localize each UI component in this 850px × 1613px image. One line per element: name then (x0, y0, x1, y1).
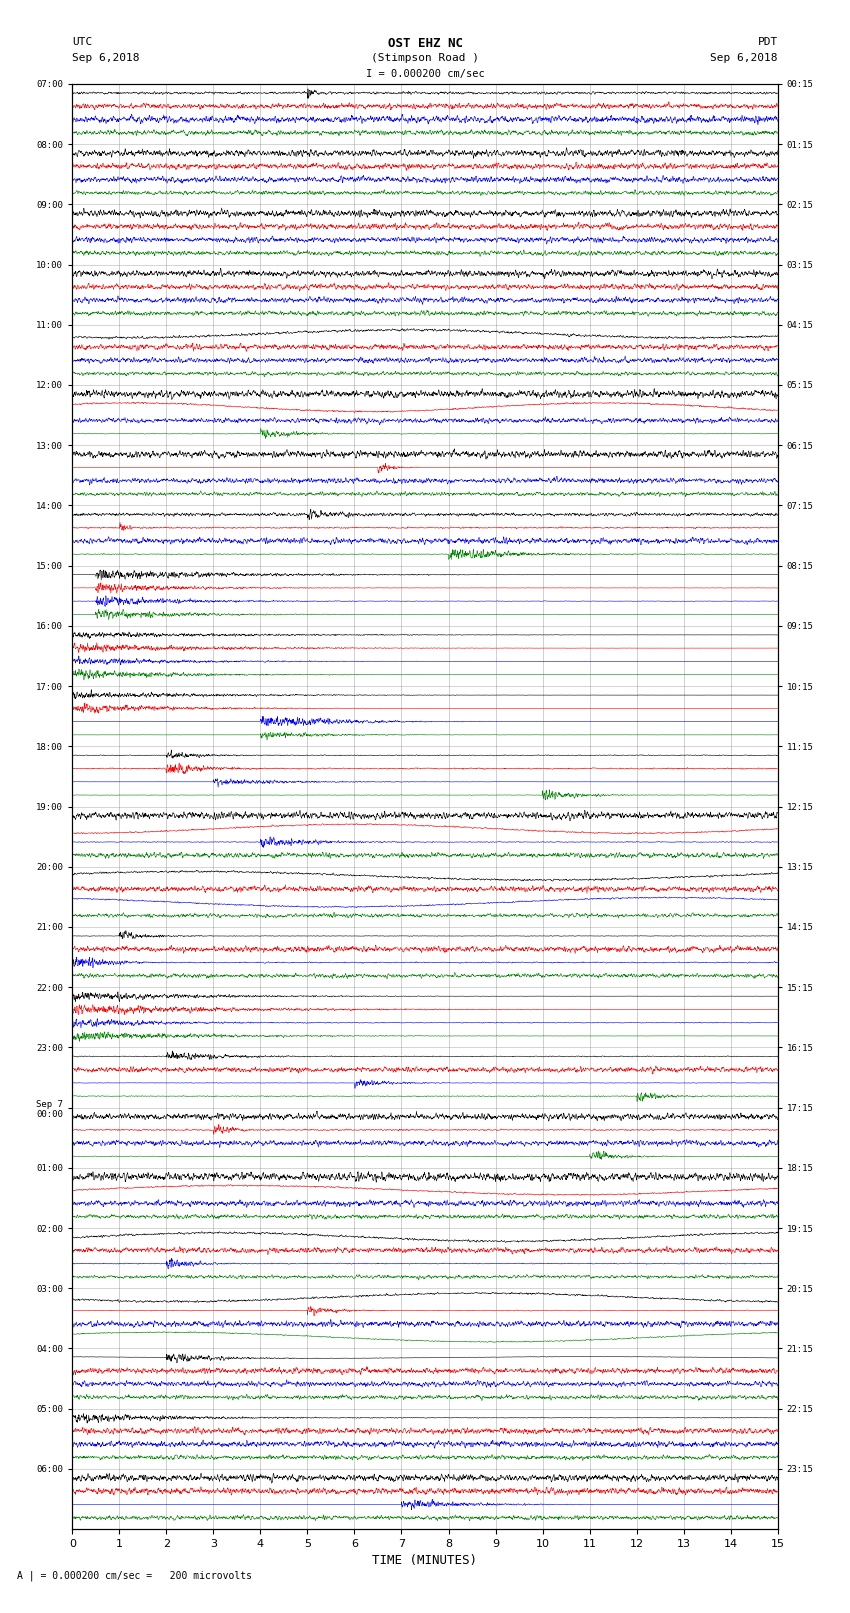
Text: Sep 6,2018: Sep 6,2018 (711, 53, 778, 63)
Text: OST EHZ NC: OST EHZ NC (388, 37, 462, 50)
Text: A | = 0.000200 cm/sec =   200 microvolts: A | = 0.000200 cm/sec = 200 microvolts (17, 1569, 252, 1581)
X-axis label: TIME (MINUTES): TIME (MINUTES) (372, 1555, 478, 1568)
Text: PDT: PDT (757, 37, 778, 47)
Text: UTC: UTC (72, 37, 93, 47)
Text: (Stimpson Road ): (Stimpson Road ) (371, 53, 479, 63)
Text: Sep 6,2018: Sep 6,2018 (72, 53, 139, 63)
Text: I = 0.000200 cm/sec: I = 0.000200 cm/sec (366, 69, 484, 79)
